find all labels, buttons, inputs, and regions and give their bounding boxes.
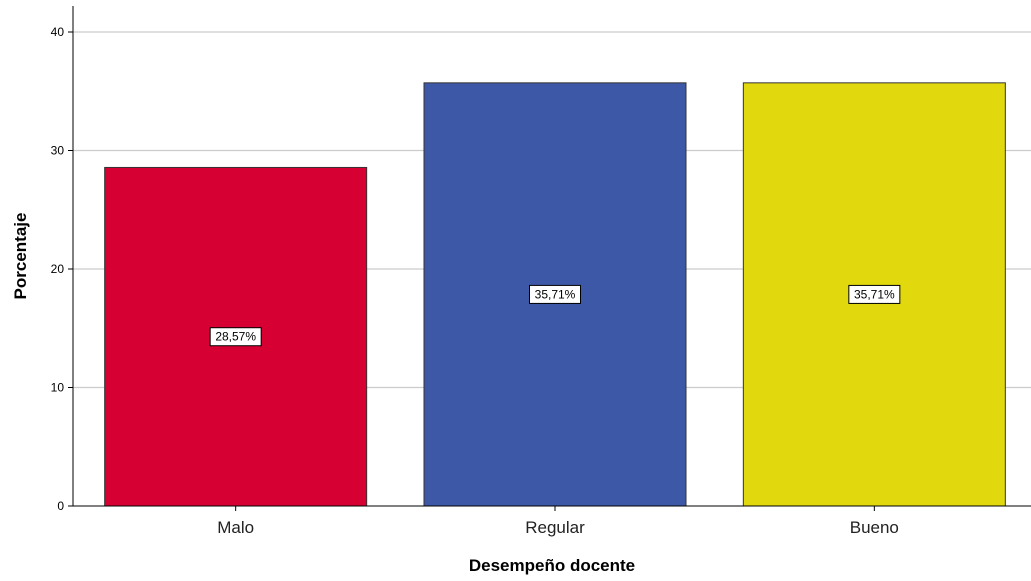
data-label-group: 35,71% xyxy=(848,284,901,304)
data-labels: 28,57% 35,71% 35,71% xyxy=(209,284,901,347)
data-label-group: 28,57% xyxy=(209,327,262,347)
data-label-box xyxy=(209,327,262,347)
x-category-label: Bueno xyxy=(850,518,899,537)
data-label-box xyxy=(529,284,581,304)
y-tick-label: 10 xyxy=(51,381,65,395)
y-tick-label: 0 xyxy=(57,499,64,513)
y-tick-label: 30 xyxy=(51,144,65,158)
data-label-group: 35,71% xyxy=(529,284,581,304)
axes xyxy=(72,6,1031,507)
x-category-labels: Malo Regular Bueno xyxy=(217,506,899,537)
data-label-box xyxy=(848,284,901,304)
y-axis-title: Porcentaje xyxy=(11,213,30,300)
x-category-label: Regular xyxy=(525,518,585,537)
data-label: 35,71% xyxy=(535,287,576,301)
y-tick-label: 20 xyxy=(51,262,65,276)
data-label: 35,71% xyxy=(854,287,895,301)
y-tick-labels: 0 10 20 30 40 xyxy=(51,25,73,513)
x-category-label: Malo xyxy=(217,518,254,537)
data-label: 28,57% xyxy=(215,330,256,344)
x-axis-title: Desempeño docente xyxy=(469,556,635,575)
y-tick-label: 40 xyxy=(51,25,65,39)
